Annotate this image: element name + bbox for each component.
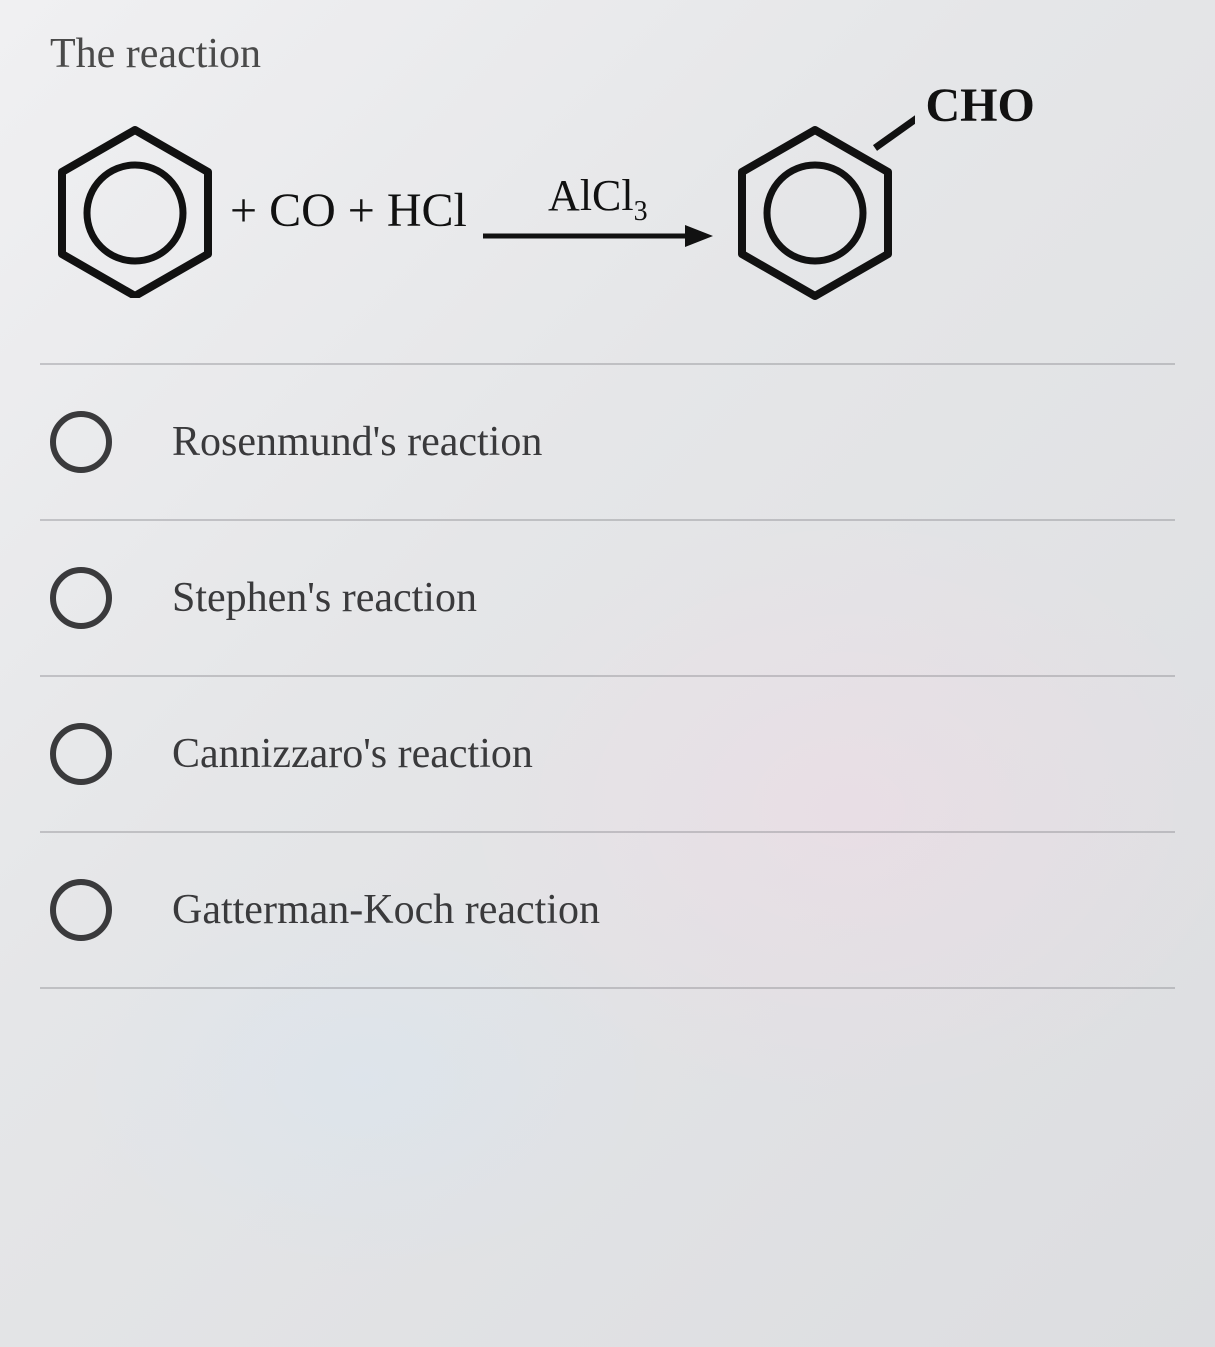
benzene-icon (50, 118, 220, 298)
radio-unchecked-icon[interactable] (50, 723, 112, 785)
radio-unchecked-icon[interactable] (50, 879, 112, 941)
option-label: Stephen's reaction (172, 574, 477, 622)
reaction-diagram: + CO + HCl AlCl3 CHO (50, 108, 1175, 313)
catalyst-label: AlCl3 (548, 170, 648, 228)
radio-unchecked-icon[interactable] (50, 567, 112, 629)
option-label: Gatterman-Koch reaction (172, 886, 600, 934)
benzene-reactant (50, 118, 220, 303)
option-row[interactable]: Gatterman-Koch reaction (40, 833, 1175, 989)
catalyst-base: AlCl (548, 171, 634, 220)
benzene-product-icon (725, 108, 915, 308)
option-row[interactable]: Cannizzaro's reaction (40, 677, 1175, 833)
cho-substituent-label: CHO (926, 78, 1035, 133)
arrow-icon (483, 221, 713, 251)
options-list: Rosenmund's reaction Stephen's reaction … (40, 363, 1175, 989)
question-title: The reaction (50, 30, 1175, 78)
benzaldehyde-product: CHO (725, 108, 915, 313)
option-label: Rosenmund's reaction (172, 418, 542, 466)
option-label: Cannizzaro's reaction (172, 730, 533, 778)
reaction-arrow-group: AlCl3 (483, 170, 713, 252)
question-page: The reaction + CO + HCl AlCl3 (0, 0, 1215, 989)
option-row[interactable]: Stephen's reaction (40, 521, 1175, 677)
radio-unchecked-icon[interactable] (50, 411, 112, 473)
option-row[interactable]: Rosenmund's reaction (40, 363, 1175, 521)
reactants-text: + CO + HCl (226, 183, 471, 238)
